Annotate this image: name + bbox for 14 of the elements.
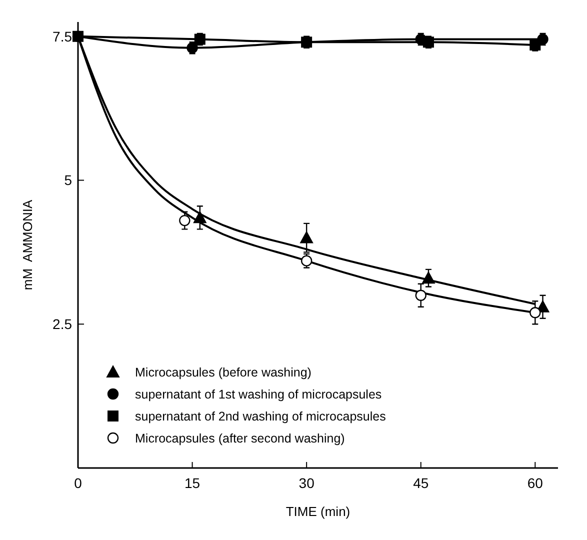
x-tick-label: 60 [527, 475, 544, 491]
x-tick-label: 30 [298, 475, 315, 491]
y-axis-title: mM AMMONIA [20, 200, 35, 290]
legend-label: supernatant of 1st washing of microcapsules [135, 387, 382, 402]
legend-label: supernatant of 2nd washing of microcapsules [135, 409, 386, 424]
x-axis-title: TIME (min) [286, 504, 350, 519]
legend-label: Microcapsules (after second washing) [135, 431, 345, 446]
y-tick-label: 2.5 [52, 316, 72, 332]
x-tick-label: 0 [74, 475, 82, 491]
x-tick-label: 45 [413, 475, 429, 491]
y-tick-label: 5 [64, 172, 72, 188]
x-tick-label: 15 [184, 475, 200, 491]
legend-label: Microcapsules (before washing) [135, 365, 312, 380]
y-tick-label: 7.5 [52, 28, 72, 44]
